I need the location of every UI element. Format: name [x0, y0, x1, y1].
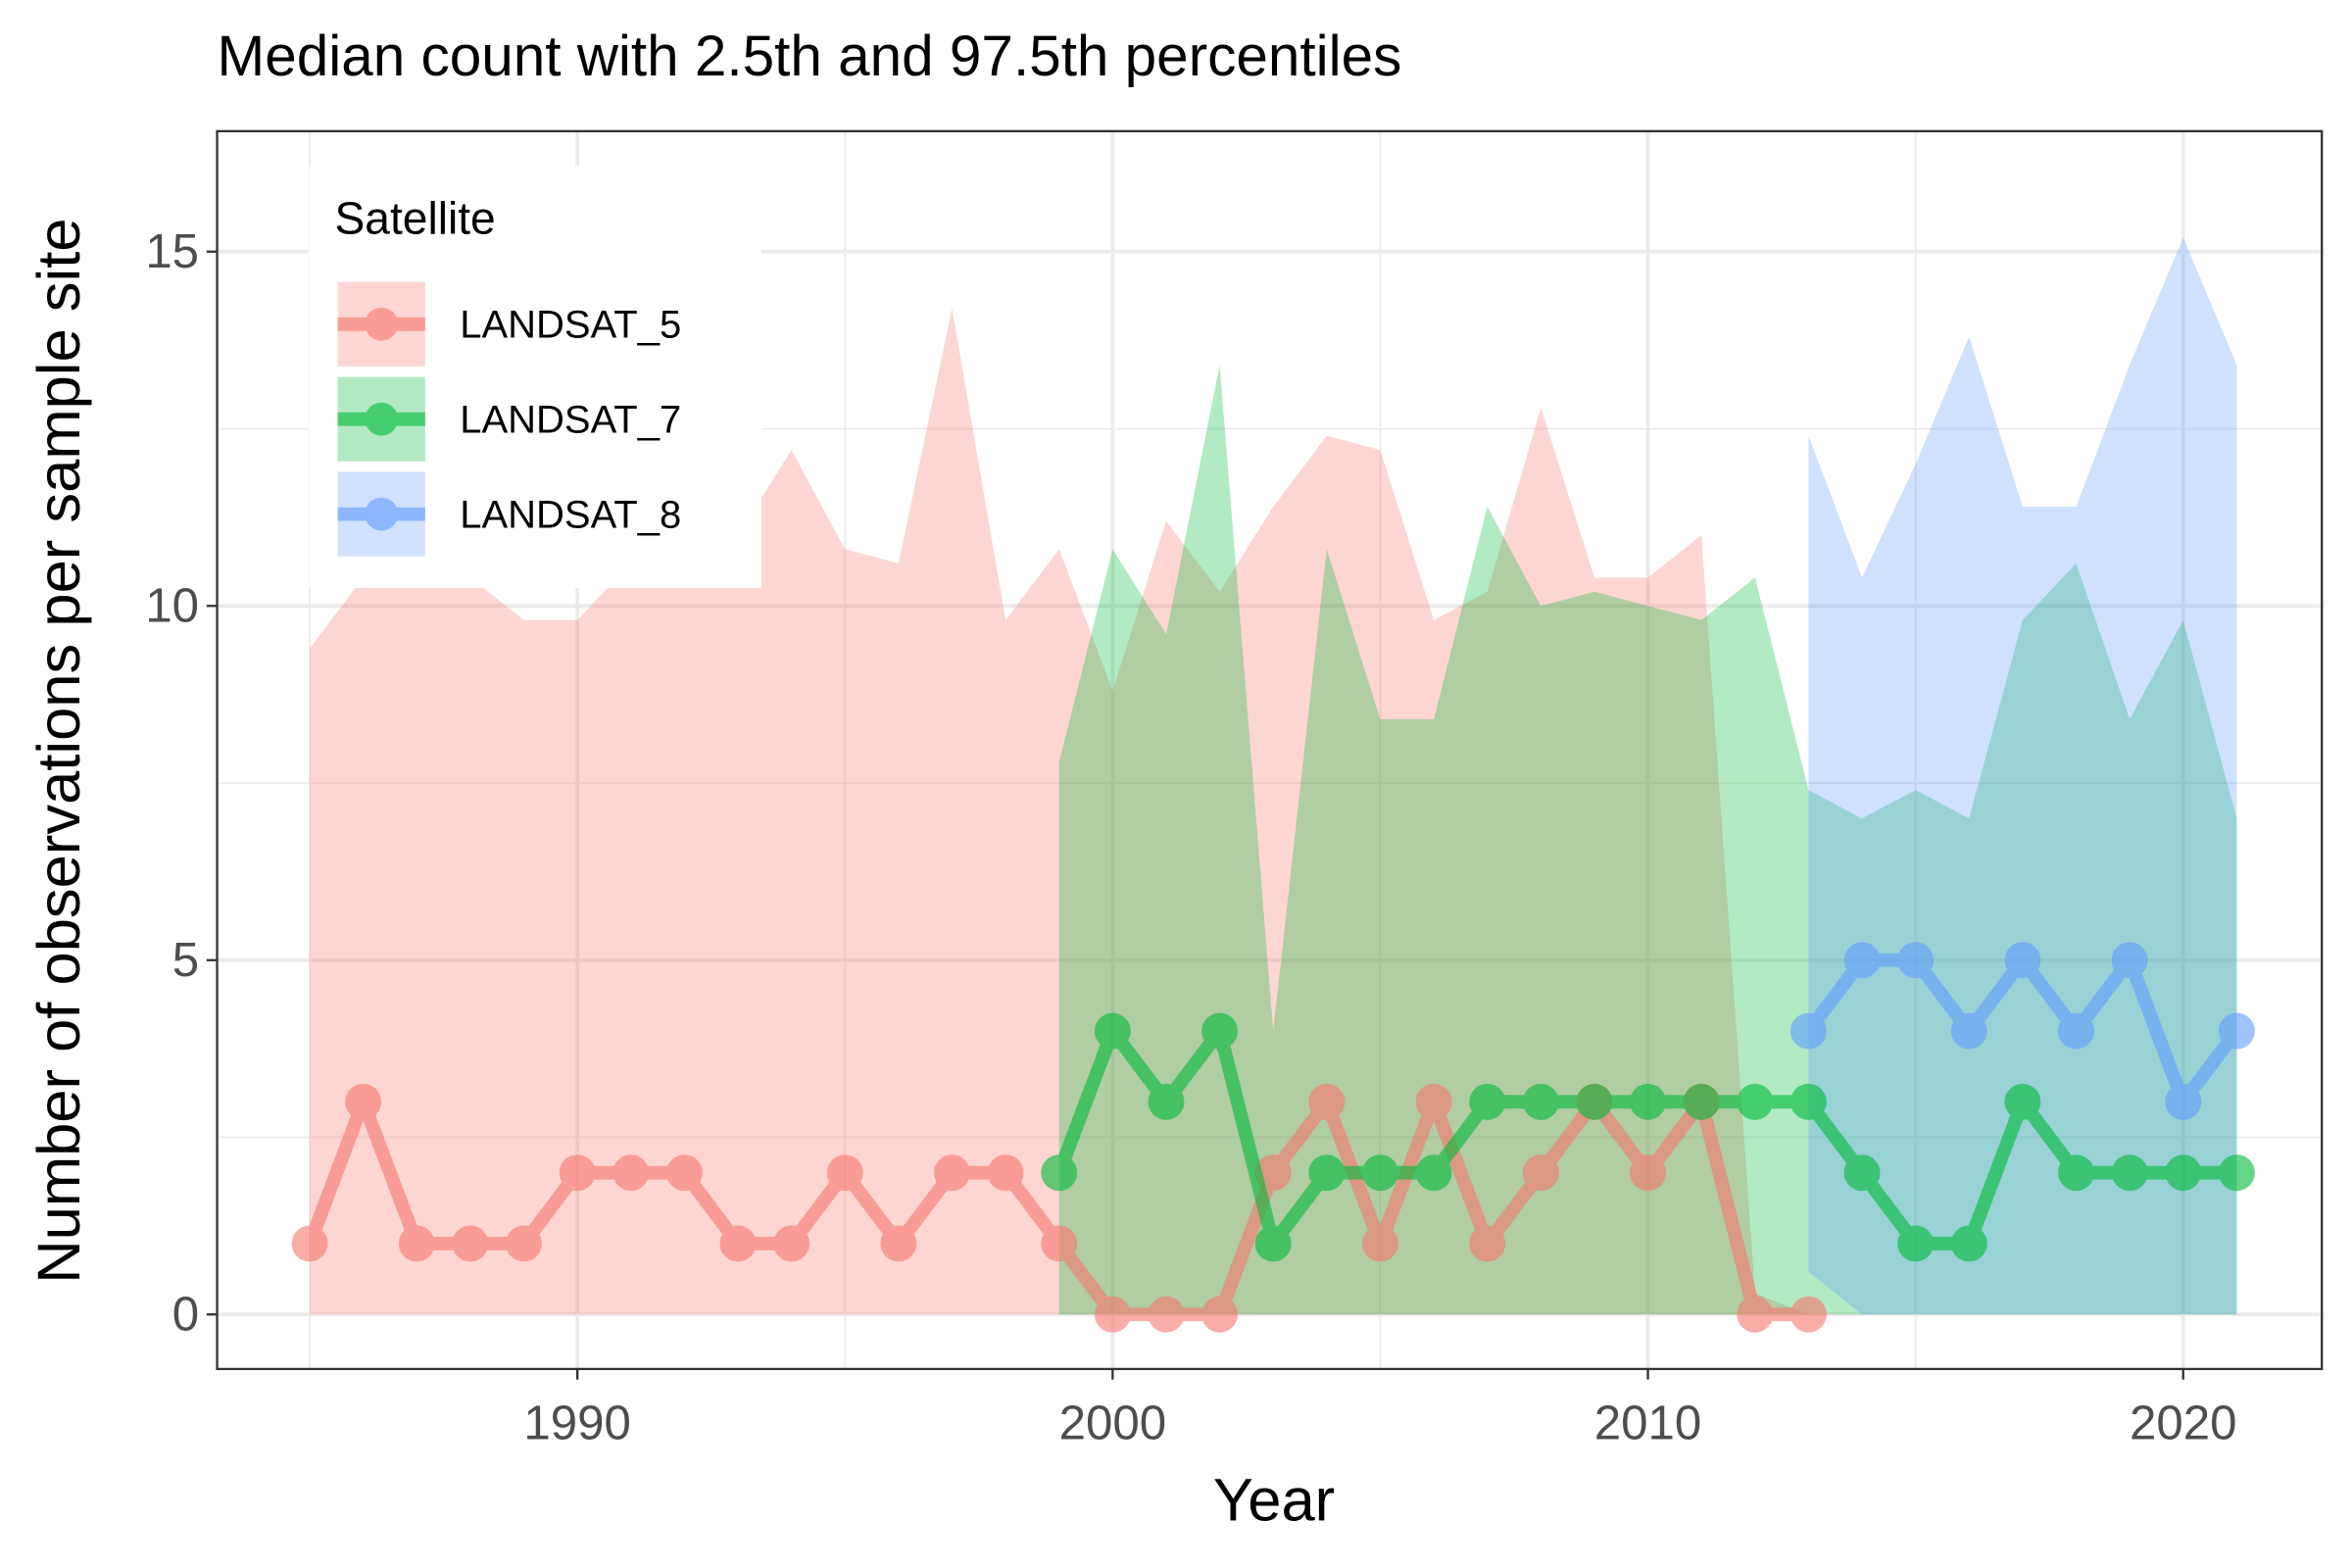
point — [1148, 1296, 1185, 1333]
ribbon — [1808, 237, 2237, 1315]
point — [2218, 1012, 2255, 1050]
point — [1254, 1225, 1292, 1262]
point — [2218, 1154, 2255, 1192]
point — [1469, 1225, 1506, 1262]
point — [1522, 1154, 1559, 1192]
point — [1361, 1154, 1398, 1192]
series-line-group — [1041, 1012, 2255, 1262]
legend-point — [365, 497, 399, 531]
y-axis-label: Number of observations per sample site — [25, 219, 93, 1284]
point — [1361, 1225, 1398, 1262]
point — [1415, 1083, 1452, 1120]
series-line-group — [1789, 942, 2255, 1120]
point — [1041, 1225, 1078, 1262]
point — [398, 1225, 435, 1262]
point — [934, 1154, 970, 1192]
legend-point — [365, 307, 399, 341]
point — [665, 1154, 703, 1192]
point — [1950, 1012, 1987, 1050]
x-tick-label: 2010 — [1594, 1396, 1702, 1449]
point — [345, 1083, 382, 1120]
point — [1789, 1083, 1827, 1120]
point — [773, 1225, 810, 1262]
point — [291, 1225, 328, 1262]
point — [1630, 1083, 1667, 1120]
x-axis-label: Year — [1213, 1467, 1335, 1535]
point — [719, 1225, 757, 1262]
point — [1897, 1225, 1935, 1262]
x-tick-label: 2020 — [2130, 1396, 2237, 1449]
point — [2165, 1083, 2202, 1120]
point — [2004, 1083, 2041, 1120]
legend-label: LANDSAT_8 — [460, 493, 681, 536]
point — [612, 1154, 650, 1192]
point — [880, 1225, 917, 1262]
point — [1522, 1083, 1559, 1120]
point — [1308, 1154, 1346, 1192]
point — [2058, 1012, 2094, 1050]
point — [452, 1225, 489, 1262]
point — [1148, 1083, 1185, 1120]
legend-key-line — [337, 497, 425, 531]
point — [2111, 942, 2148, 979]
y-tick-label: 5 — [172, 933, 199, 987]
y-tick-label: 0 — [172, 1287, 199, 1341]
point — [1094, 1296, 1131, 1333]
point — [1630, 1154, 1667, 1192]
point — [2165, 1154, 2202, 1192]
point — [2004, 942, 2041, 979]
point — [1737, 1296, 1774, 1333]
legend-label: LANDSAT_7 — [460, 398, 681, 441]
point — [826, 1154, 863, 1192]
point — [1683, 1083, 1720, 1120]
point — [1843, 942, 1881, 979]
point — [1201, 1012, 1239, 1050]
y-tick-label: 10 — [145, 578, 199, 632]
point — [1789, 1012, 1827, 1050]
legend-key-line — [337, 307, 425, 341]
point — [559, 1154, 596, 1192]
legend-title: Satellite — [335, 192, 496, 243]
ribbon — [1058, 365, 2237, 1315]
point — [1576, 1083, 1613, 1120]
point — [1415, 1154, 1452, 1192]
chart-title: Median count with 2.5th and 97.5th perce… — [218, 24, 1402, 88]
point — [2058, 1154, 2094, 1192]
point — [506, 1225, 542, 1262]
point — [1950, 1225, 1987, 1262]
legend-point — [365, 402, 399, 436]
point — [1897, 942, 1935, 979]
point — [1041, 1154, 1078, 1192]
point — [1308, 1083, 1346, 1120]
point — [1737, 1083, 1774, 1120]
point — [2111, 1154, 2148, 1192]
y-tick-label: 15 — [145, 224, 199, 278]
point — [1201, 1296, 1239, 1333]
point — [1469, 1083, 1506, 1120]
legend-key-line — [337, 402, 425, 436]
point — [987, 1154, 1024, 1192]
x-tick-label: 2000 — [1059, 1396, 1167, 1449]
panel-border — [216, 129, 2324, 1371]
point — [1789, 1296, 1827, 1333]
point — [1843, 1154, 1881, 1192]
legend-label: LANDSAT_5 — [460, 303, 681, 346]
point — [1094, 1012, 1131, 1050]
x-tick-label: 1990 — [523, 1396, 630, 1449]
